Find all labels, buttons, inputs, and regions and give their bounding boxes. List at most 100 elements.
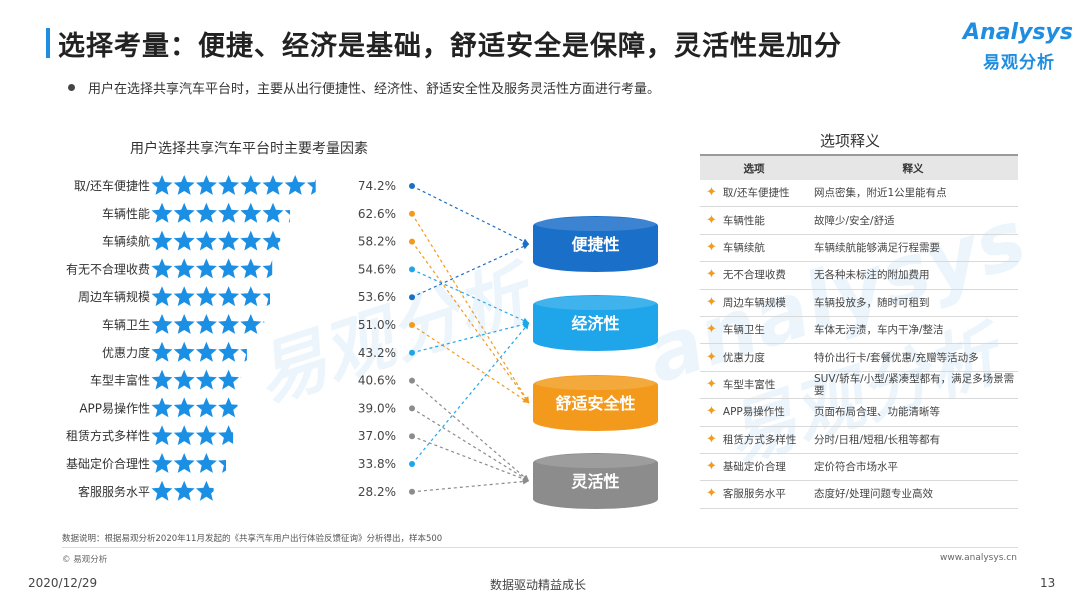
four-point-star-icon: ✦ (706, 212, 717, 228)
star-icon (285, 342, 306, 362)
star-icon (307, 453, 328, 473)
star-icon (285, 481, 306, 501)
star-icon (307, 231, 328, 251)
table-cell-meaning: 定价符合市场水平 (808, 453, 1018, 482)
star-icon (195, 175, 217, 195)
link-line (411, 380, 530, 482)
star-icon (263, 342, 284, 362)
star-icon (262, 260, 273, 279)
group-cylinder (533, 295, 658, 351)
link-line (411, 241, 530, 404)
category-label: 车辆续航 (102, 234, 150, 249)
star-icon (285, 231, 306, 251)
link-dot (409, 488, 415, 495)
star-icon (307, 286, 328, 306)
star-icon (151, 286, 173, 307)
definition-table: 选项 释义 ✦ 取/还车便捷性 网点密集，附近1公里能有点 ✦ 车辆性能 故障少/安全/舒… (700, 154, 1018, 509)
option-label: 车辆卫生 (722, 324, 765, 337)
option-label: 取/还车便捷性 (722, 187, 790, 200)
option-label: 无不合理收费 (722, 269, 786, 282)
star-icon (218, 258, 240, 279)
star-icon (262, 202, 284, 223)
group-cylinder-top (535, 376, 656, 390)
option-label: 车辆性能 (722, 214, 765, 227)
star-icon (173, 341, 195, 362)
star-icon (218, 202, 240, 223)
four-point-star-icon: ✦ (706, 322, 717, 338)
link-dot (409, 461, 415, 467)
table-cell-meaning: 车辆续航能够满足行程需要 (808, 234, 1018, 263)
star-icon (151, 314, 173, 334)
four-point-star-icon: ✦ (706, 431, 717, 447)
value-label: 58.2% (358, 235, 396, 249)
star-bar (151, 202, 290, 223)
link-dot (409, 266, 415, 273)
link-line (411, 435, 530, 482)
table-row: ✦ 无不合理收费 无各种未标注的附加费用 (700, 261, 1018, 290)
star-icon (195, 314, 217, 334)
star-icon (218, 459, 226, 473)
value-label: 53.6% (358, 290, 396, 304)
star-icon (218, 230, 240, 251)
star-icon (307, 397, 328, 417)
table-cell-option: ✦ 优惠力度 (700, 343, 808, 372)
data-note: 数据说明：根据易观分析2020年11月发起的《共享汽车用户出行体验反馈征询》分析… (62, 534, 443, 544)
star-icon (151, 369, 173, 390)
group-label: 经济性 (571, 314, 619, 333)
table-cell-meaning: 无各种未标注的附加费用 (808, 261, 1018, 290)
brand-logo-cn: 易观分析 (983, 53, 1055, 73)
star-icon (285, 370, 306, 390)
value-label: 37.0% (358, 429, 396, 443)
star-icon (173, 425, 195, 446)
option-label: 车型丰富性 (722, 378, 776, 391)
value-label: 62.6% (358, 207, 396, 221)
star-icon (173, 258, 195, 279)
star-icon (195, 202, 217, 223)
star-icon (240, 314, 262, 334)
brand-logo-en: Analysys (963, 20, 1073, 45)
table-cell-option: ✦ APP易操作性 (700, 398, 808, 427)
table-row: ✦ 取/还车便捷性 网点密集，附近1公里能有点 (700, 180, 1018, 208)
site-url: www.analysys.cn (940, 553, 1017, 563)
value-label: 74.2% (358, 179, 396, 193)
option-label: 优惠力度 (722, 351, 765, 364)
four-point-star-icon: ✦ (706, 267, 717, 283)
star-icon (195, 230, 217, 251)
star-icon (173, 397, 195, 418)
link-dot (409, 294, 415, 301)
option-label: 车辆续航 (722, 241, 765, 254)
option-label: APP易操作性 (722, 406, 785, 419)
value-label: 33.8% (358, 457, 396, 471)
four-point-star-icon: ✦ (706, 459, 717, 475)
link-line (411, 322, 530, 354)
group-cylinder-top (535, 296, 656, 310)
star-icon (285, 425, 306, 445)
star-icon (263, 425, 284, 445)
table-cell-option: ✦ 客服服务水平 (700, 480, 808, 509)
option-label: 周边车辆规模 (722, 296, 786, 309)
page-subtitle: 用户在选择共享汽车平台时，主要从出行便捷性、经济性、舒适安全性及服务灵活性方面进… (88, 82, 661, 97)
four-point-star-icon: ✦ (706, 349, 717, 365)
value-label: 28.2% (358, 485, 396, 499)
star-bar (151, 453, 328, 473)
table-cell-option: ✦ 租赁方式多样性 (700, 426, 808, 454)
table-cell-meaning: 故障少/安全/舒适 (808, 206, 1018, 235)
link-line (411, 324, 530, 404)
table-cell-meaning: 态度好/处理问题专业高效 (808, 480, 1018, 509)
table-cell-option: ✦ 车辆性能 (700, 206, 808, 235)
star-icon (218, 314, 240, 334)
star-icon (151, 175, 173, 195)
star-icon (240, 481, 261, 501)
star-icon (173, 230, 195, 251)
star-icon (173, 314, 195, 334)
table-row: ✦ 车辆性能 故障少/安全/舒适 (700, 206, 1018, 235)
star-icon (240, 175, 262, 195)
star-icon (218, 369, 240, 390)
star-icon (195, 453, 217, 473)
star-icon (195, 286, 217, 307)
star-icon (195, 341, 217, 362)
link-dot (409, 405, 415, 412)
star-icon (240, 397, 261, 417)
group-cylinder (533, 216, 658, 272)
value-label: 39.0% (358, 401, 396, 415)
